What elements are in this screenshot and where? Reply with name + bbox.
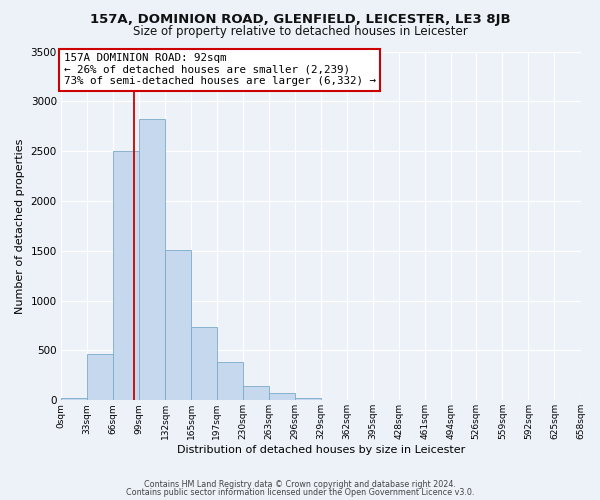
Y-axis label: Number of detached properties: Number of detached properties <box>15 138 25 314</box>
X-axis label: Distribution of detached houses by size in Leicester: Distribution of detached houses by size … <box>176 445 465 455</box>
Text: Contains HM Land Registry data © Crown copyright and database right 2024.: Contains HM Land Registry data © Crown c… <box>144 480 456 489</box>
Text: Contains public sector information licensed under the Open Government Licence v3: Contains public sector information licen… <box>126 488 474 497</box>
Bar <box>165 250 191 400</box>
Bar <box>113 151 139 400</box>
Bar <box>191 326 217 400</box>
Text: 157A, DOMINION ROAD, GLENFIELD, LEICESTER, LE3 8JB: 157A, DOMINION ROAD, GLENFIELD, LEICESTE… <box>89 12 511 26</box>
Text: 157A DOMINION ROAD: 92sqm
← 26% of detached houses are smaller (2,239)
73% of se: 157A DOMINION ROAD: 92sqm ← 26% of detac… <box>64 53 376 86</box>
Bar <box>217 362 242 401</box>
Bar <box>61 398 87 400</box>
Bar <box>139 120 165 400</box>
Bar <box>87 354 113 401</box>
Bar <box>242 386 269 400</box>
Text: Size of property relative to detached houses in Leicester: Size of property relative to detached ho… <box>133 25 467 38</box>
Bar <box>295 398 321 400</box>
Bar <box>269 392 295 400</box>
